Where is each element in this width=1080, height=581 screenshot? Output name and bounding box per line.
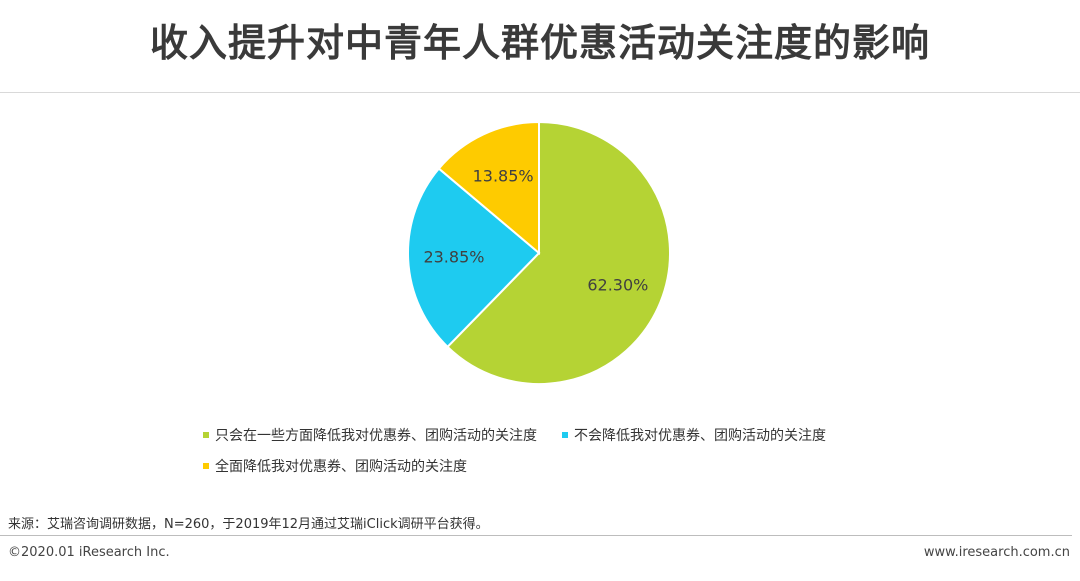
pie-slice-0 xyxy=(446,120,671,385)
pie-slice-2 xyxy=(437,120,540,256)
legend-item-2: 全面降低我对优惠券、团购活动的关注度 xyxy=(203,456,467,476)
pie-label-2: 13.85% xyxy=(473,166,534,185)
website-link[interactable]: www.iresearch.com.cn xyxy=(923,545,1070,560)
footer-divider xyxy=(0,535,1072,536)
pie-slice-1 xyxy=(407,167,541,349)
legend-swatch-0 xyxy=(203,432,209,438)
legend-label-0: 只会在一些方面降低我对优惠券、团购活动的关注度 xyxy=(215,428,537,444)
legend-label-2: 全面降低我对优惠券、团购活动的关注度 xyxy=(215,459,467,475)
legend-item-1: 不会降低我对优惠券、团购活动的关注度 xyxy=(562,425,826,445)
pie-label-1: 23.85% xyxy=(423,248,484,267)
legend-swatch-1 xyxy=(562,432,568,438)
legend-swatch-2 xyxy=(203,463,209,469)
source-note: 来源：艾瑞咨询调研数据，N=260，于2019年12月通过艾瑞iClick调研平… xyxy=(8,517,489,532)
title-divider xyxy=(0,92,1080,93)
pie-label-0: 62.30% xyxy=(587,276,648,295)
copyright-text: ©2020.01 iResearch Inc. xyxy=(8,545,170,560)
legend-label-1: 不会降低我对优惠券、团购活动的关注度 xyxy=(574,428,826,444)
page-title: 收入提升对中青年人群优惠活动关注度的影响 xyxy=(149,21,930,65)
legend-item-0: 只会在一些方面降低我对优惠券、团购活动的关注度 xyxy=(203,425,537,445)
